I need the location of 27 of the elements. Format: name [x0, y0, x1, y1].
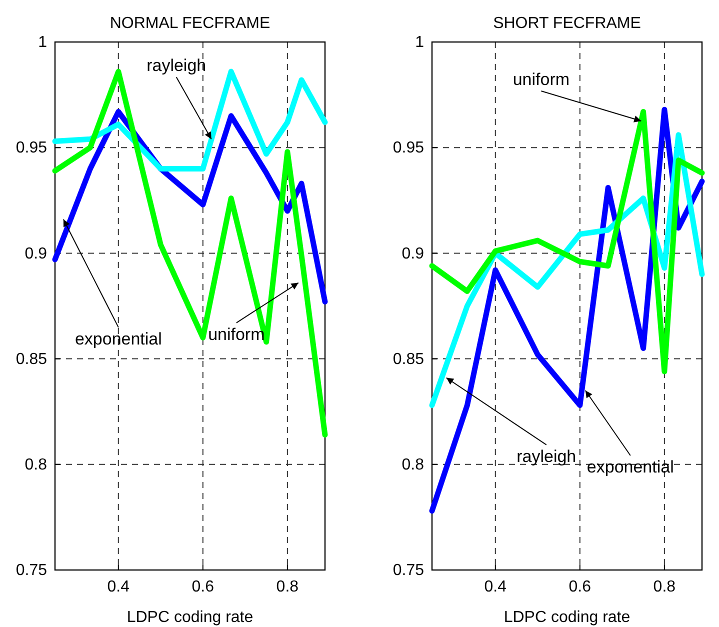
x-tick-label: 0.8	[653, 578, 676, 596]
x-axis-title: LDPC coding rate	[504, 609, 630, 626]
y-tick-label: 1	[415, 34, 424, 52]
y-tick-label: 0.95	[16, 140, 48, 157]
x-tick-label: 0.4	[484, 578, 507, 596]
annotation: exponential	[74, 329, 162, 348]
x-tick-label: 0.8	[276, 578, 299, 596]
y-tick-label: 0.85	[392, 350, 424, 368]
y-tick-label: 0.75	[16, 562, 48, 580]
x-axis-title: LDPC coding rate	[126, 609, 254, 626]
y-tick-label: 1	[38, 34, 48, 52]
y-tick-label: 0.9	[402, 245, 424, 262]
y-tick-label: 0.8	[24, 456, 48, 474]
y-tick-label: 0.8	[402, 456, 424, 474]
y-tick-label: 0.85	[16, 350, 48, 368]
annotation: rayleigh	[516, 446, 576, 466]
y-tick-label: 0.95	[392, 140, 424, 157]
annotation: exponential	[586, 457, 674, 476]
x-tick-label: 0.6	[192, 578, 214, 596]
annotation: uniform	[512, 70, 570, 89]
y-tick-label: 0.75	[392, 562, 424, 580]
chart-title: NORMAL FECFRAME	[110, 15, 270, 32]
chart-title: SHORT FECFRAME	[493, 15, 641, 32]
x-tick-label: 0.4	[107, 578, 130, 596]
x-tick-label: 0.6	[568, 578, 592, 596]
annotation: rayleigh	[146, 56, 206, 76]
y-tick-label: 0.9	[24, 245, 48, 262]
